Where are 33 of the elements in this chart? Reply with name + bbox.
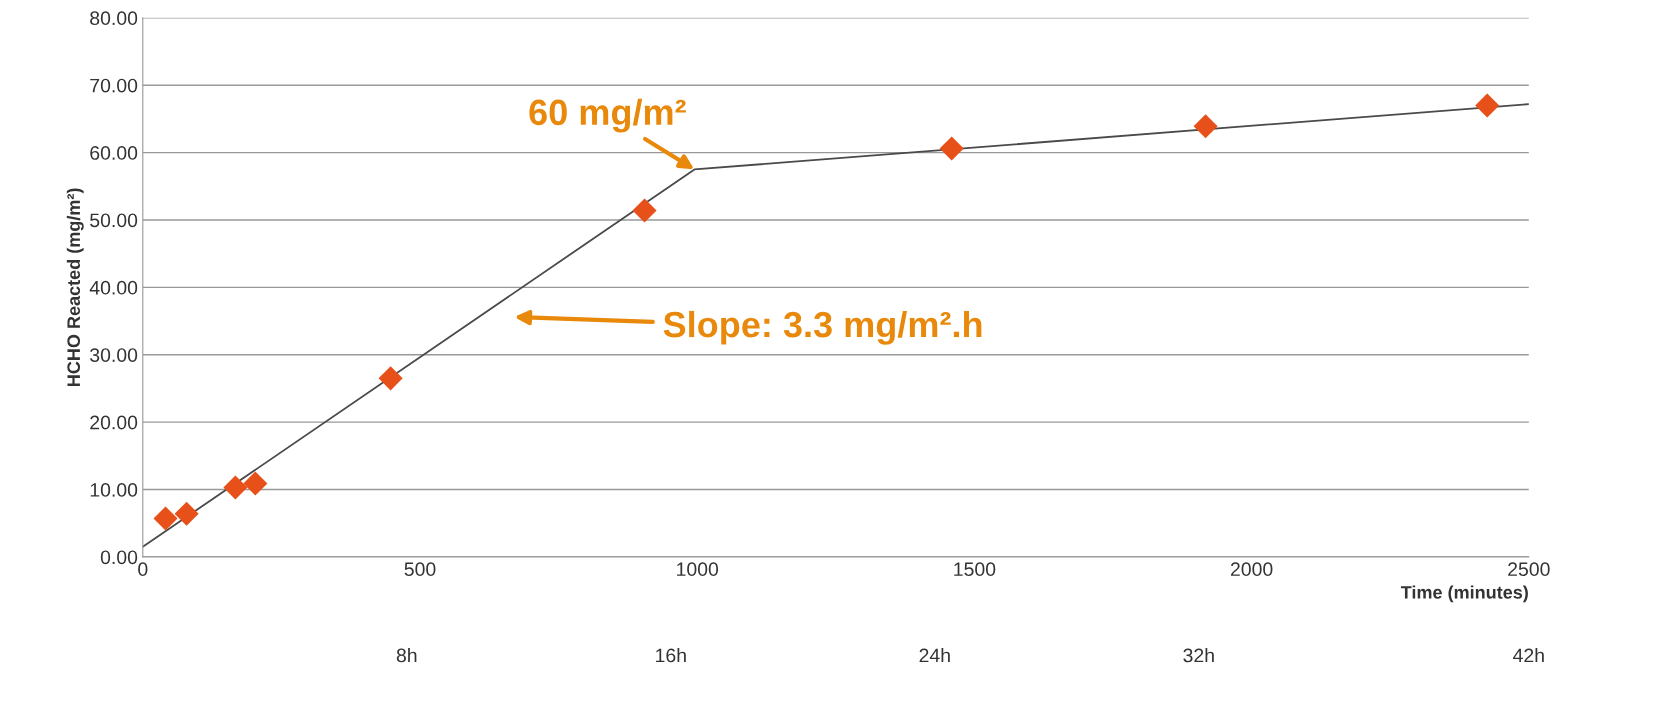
y-tick-label: 10.00: [90, 483, 138, 497]
x2-tick-label: 32h: [1183, 648, 1214, 663]
annotation: Slope: 3.3 mg/m².h: [663, 310, 982, 345]
point: [153, 506, 178, 531]
y-tick-label: 80.00: [90, 11, 138, 26]
y-tick-label: 70.00: [90, 78, 138, 93]
x-axis-title: Time (minutes): [1400, 585, 1528, 603]
x2-tick-label: 8h: [396, 648, 417, 663]
point: [378, 366, 403, 391]
x2-tick-label: 42h: [1513, 648, 1544, 663]
y-tick-label: 0.00: [100, 550, 138, 565]
point: [223, 475, 248, 500]
y-tick-label: 60.00: [90, 146, 138, 160]
point: [939, 136, 964, 161]
y-tick-label: 30.00: [90, 348, 138, 363]
x-tick-label: 500: [404, 562, 436, 577]
x-tick-label: 0: [138, 562, 148, 577]
x-tick-label: 2500: [1508, 562, 1550, 577]
x2-tick-label: 24h: [919, 648, 950, 663]
y-tick-label: 50.00: [90, 213, 138, 228]
point: [1475, 93, 1500, 118]
x-tick-label: 1500: [954, 562, 996, 577]
y-tick-label: 40.00: [89, 280, 138, 295]
y-axis-title: HCHO Reacted (mg/m²): [66, 188, 84, 386]
point: [174, 501, 199, 526]
x2-tick-label: 16h: [656, 648, 686, 663]
y-tick-label: 20.00: [90, 415, 138, 430]
point: [1193, 114, 1218, 139]
x-tick-label: 1000: [677, 562, 719, 577]
annotation: 60 mg/m²: [529, 98, 686, 133]
point: [632, 198, 657, 223]
point: [243, 471, 268, 496]
x-tick-label: 2000: [1230, 562, 1273, 577]
